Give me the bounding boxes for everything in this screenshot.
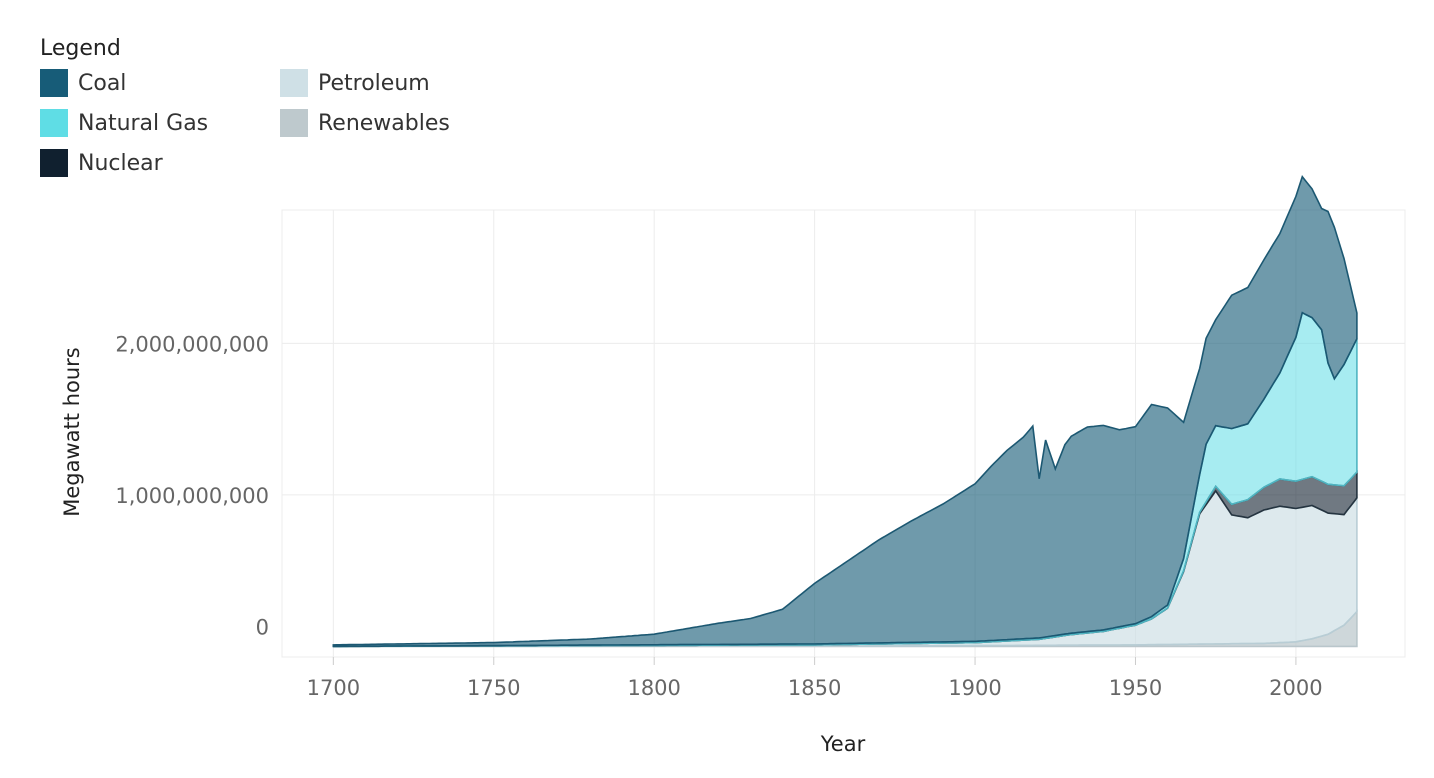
legend-swatch-coal bbox=[40, 69, 68, 97]
legend-item-renewables[interactable]: Renewables bbox=[280, 109, 520, 137]
y-tick-label: 1,000,000,000 bbox=[115, 484, 269, 508]
x-tick-label: 2000 bbox=[1269, 676, 1322, 700]
legend-grid: Coal Petroleum Natural Gas Renewables Nu… bbox=[40, 69, 520, 177]
area-layer bbox=[332, 175, 1358, 648]
x-axis-title: Year bbox=[820, 732, 866, 756]
x-tick-label: 1750 bbox=[467, 676, 520, 700]
legend-label-renewables: Renewables bbox=[318, 110, 450, 136]
legend-label-petroleum: Petroleum bbox=[318, 70, 430, 96]
legend-label-nuclear: Nuclear bbox=[78, 150, 163, 176]
x-tick-label: 1850 bbox=[788, 676, 841, 700]
y-tick-label: 2,000,000,000 bbox=[115, 332, 269, 356]
x-tick-label: 1900 bbox=[948, 676, 1001, 700]
legend-item-petroleum[interactable]: Petroleum bbox=[280, 69, 520, 97]
area-coal bbox=[332, 175, 1358, 648]
tick-layer: 1700 1750 1800 1850 1900 1950 2000 0 1,000,000,0… bbox=[115, 332, 1322, 700]
legend-swatch-nuclear bbox=[40, 149, 68, 177]
legend-title: Legend bbox=[40, 36, 121, 61]
legend-label-natural-gas: Natural Gas bbox=[78, 110, 209, 136]
y-axis-title: Megawatt hours bbox=[60, 347, 84, 516]
legend-item-natural-gas[interactable]: Natural Gas bbox=[40, 109, 280, 137]
plot-frame bbox=[281, 209, 1406, 658]
legend-swatch-petroleum bbox=[280, 69, 308, 97]
x-tick-label: 1700 bbox=[307, 676, 360, 700]
legend: Legend Coal Petroleum Natural Gas Renewa… bbox=[40, 36, 520, 177]
legend-item-coal[interactable]: Coal bbox=[40, 69, 280, 97]
x-tick-label: 1800 bbox=[627, 676, 680, 700]
x-tick-label: 1950 bbox=[1109, 676, 1162, 700]
legend-item-nuclear[interactable]: Nuclear bbox=[40, 149, 280, 177]
legend-swatch-natural-gas bbox=[40, 109, 68, 137]
legend-label-coal: Coal bbox=[78, 70, 127, 96]
y-tick-label: 0 bbox=[256, 615, 269, 639]
legend-swatch-renewables bbox=[280, 109, 308, 137]
